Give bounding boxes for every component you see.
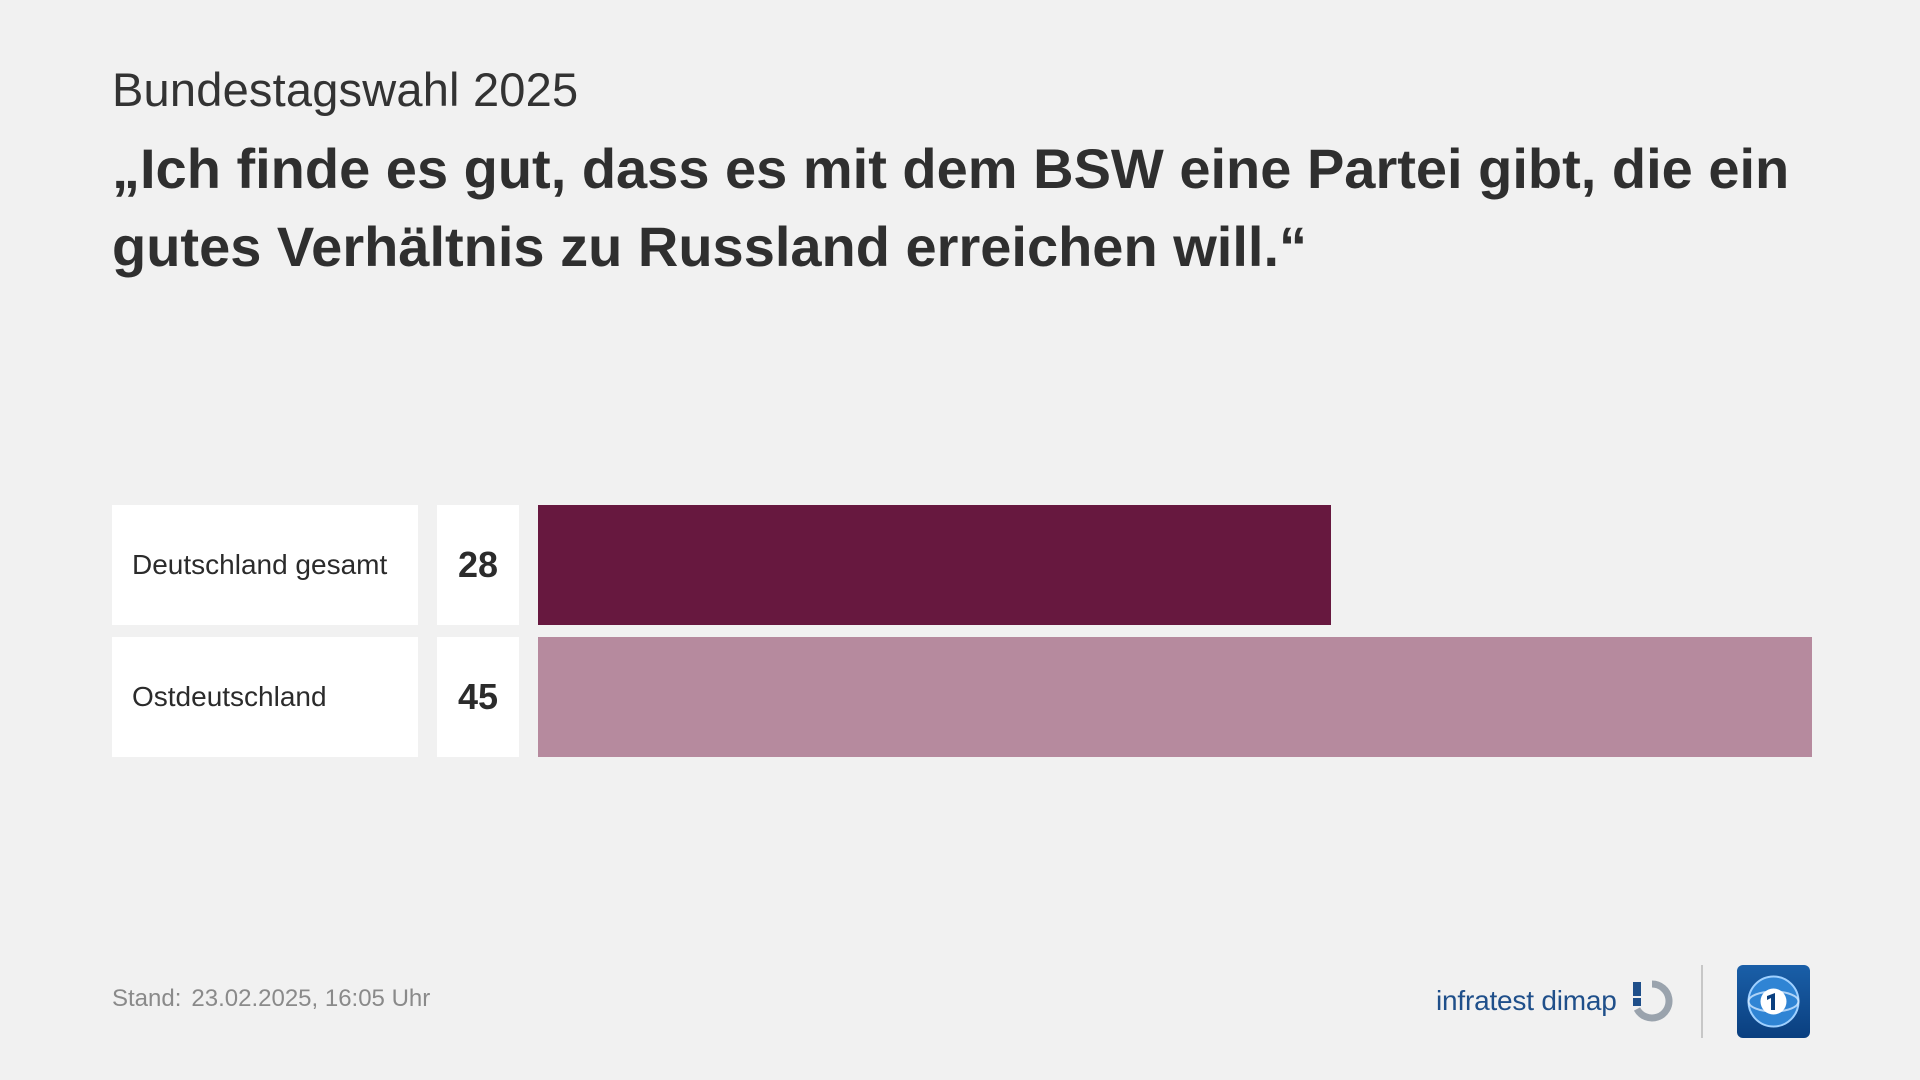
bar-track xyxy=(538,505,1812,625)
category-label: Deutschland gesamt xyxy=(112,505,418,625)
timestamp-label: Stand: xyxy=(112,985,182,1012)
value-label: 45 xyxy=(437,637,519,757)
infratest-dimap-wordmark: infratest dimap xyxy=(1436,985,1617,1016)
timestamp-value: 23.02.2025, 16:05 Uhr xyxy=(191,985,431,1012)
infratest-dimap-icon xyxy=(1632,980,1673,1022)
timestamp: Stand: 23.02.2025, 16:05 Uhr xyxy=(112,985,430,1013)
infratest-dimap-logo: infratest dimap xyxy=(1436,978,1675,1024)
bar-track xyxy=(538,637,1812,757)
value-label: 28 xyxy=(437,505,519,625)
bar-row-ostdeutschland: Ostdeutschland 45 xyxy=(112,637,1812,757)
chart-subtitle: Bundestagswahl 2025 xyxy=(112,63,579,116)
chart-title: „Ich finde es gut, dass es mit dem BSW e… xyxy=(112,137,1790,278)
category-label: Ostdeutschland xyxy=(112,637,418,757)
bar-row-deutschland-gesamt: Deutschland gesamt 28 xyxy=(112,505,1812,625)
bar-deutschland-gesamt xyxy=(538,505,1331,625)
bar-ostdeutschland xyxy=(538,637,1812,757)
ard-das-erste-icon xyxy=(1737,965,1810,1038)
bar-chart: Deutschland gesamt 28 Ostdeutschland 45 xyxy=(112,505,1812,757)
footer-divider xyxy=(1701,965,1703,1038)
